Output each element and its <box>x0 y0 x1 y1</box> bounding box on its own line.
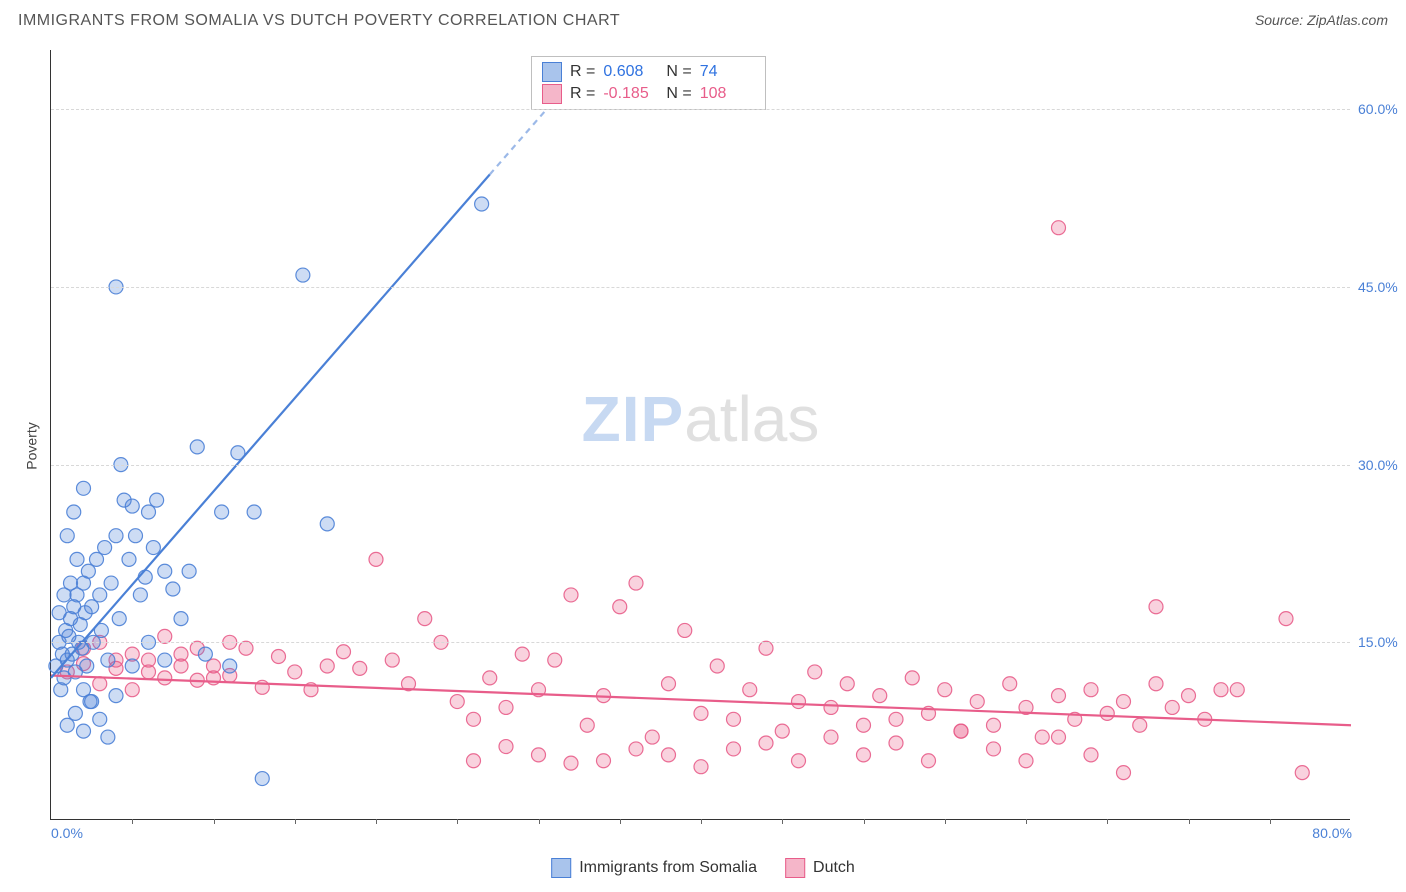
x-tick-mark <box>295 819 296 824</box>
r-value-dutch: -0.185 <box>603 85 658 103</box>
x-tick-mark <box>620 819 621 824</box>
x-tick-mark <box>539 819 540 824</box>
swatch-somalia-icon <box>551 858 571 878</box>
y-tick-label: 15.0% <box>1358 634 1406 650</box>
scatter-chart <box>51 50 1350 819</box>
swatch-somalia <box>542 62 562 82</box>
swatch-dutch <box>542 84 562 104</box>
legend-item-dutch: Dutch <box>785 858 855 878</box>
chart-title: IMMIGRANTS FROM SOMALIA VS DUTCH POVERTY… <box>18 12 620 30</box>
corr-row-somalia: R = 0.608 N = 74 <box>542 61 755 83</box>
gridline <box>51 465 1350 466</box>
series-Immigrants from Somalia <box>49 197 489 786</box>
x-tick-mark <box>1026 819 1027 824</box>
x-tick-mark <box>782 819 783 824</box>
legend-label-dutch: Dutch <box>813 859 855 877</box>
corr-row-dutch: R = -0.185 N = 108 <box>542 83 755 105</box>
y-tick-label: 45.0% <box>1358 279 1406 295</box>
series-legend: Immigrants from Somalia Dutch <box>551 858 855 878</box>
n-value-dutch: 108 <box>700 85 755 103</box>
swatch-dutch-icon <box>785 858 805 878</box>
gridline <box>51 109 1350 110</box>
x-tick-mark <box>945 819 946 824</box>
plot-area: ZIPatlas R = 0.608 N = 74 R = -0.185 N =… <box>50 50 1350 820</box>
x-tick-mark <box>1189 819 1190 824</box>
gridline <box>51 287 1350 288</box>
gridline <box>51 642 1350 643</box>
x-tick-mark <box>701 819 702 824</box>
y-tick-label: 30.0% <box>1358 457 1406 473</box>
x-tick-min: 0.0% <box>51 825 83 841</box>
x-tick-mark <box>214 819 215 824</box>
x-tick-mark <box>457 819 458 824</box>
y-axis-label: Poverty <box>24 422 40 469</box>
n-value-somalia: 74 <box>700 63 755 81</box>
x-tick-max: 80.0% <box>1312 825 1352 841</box>
x-tick-mark <box>376 819 377 824</box>
legend-item-somalia: Immigrants from Somalia <box>551 858 757 878</box>
source-attribution: Source: ZipAtlas.com <box>1255 12 1388 28</box>
correlation-legend: R = 0.608 N = 74 R = -0.185 N = 108 <box>531 56 766 110</box>
x-tick-mark <box>1107 819 1108 824</box>
x-tick-mark <box>132 819 133 824</box>
y-tick-label: 60.0% <box>1358 101 1406 117</box>
series-Dutch <box>60 221 1309 780</box>
legend-label-somalia: Immigrants from Somalia <box>579 859 757 877</box>
x-tick-mark <box>864 819 865 824</box>
x-tick-mark <box>1270 819 1271 824</box>
r-value-somalia: 0.608 <box>603 63 658 81</box>
